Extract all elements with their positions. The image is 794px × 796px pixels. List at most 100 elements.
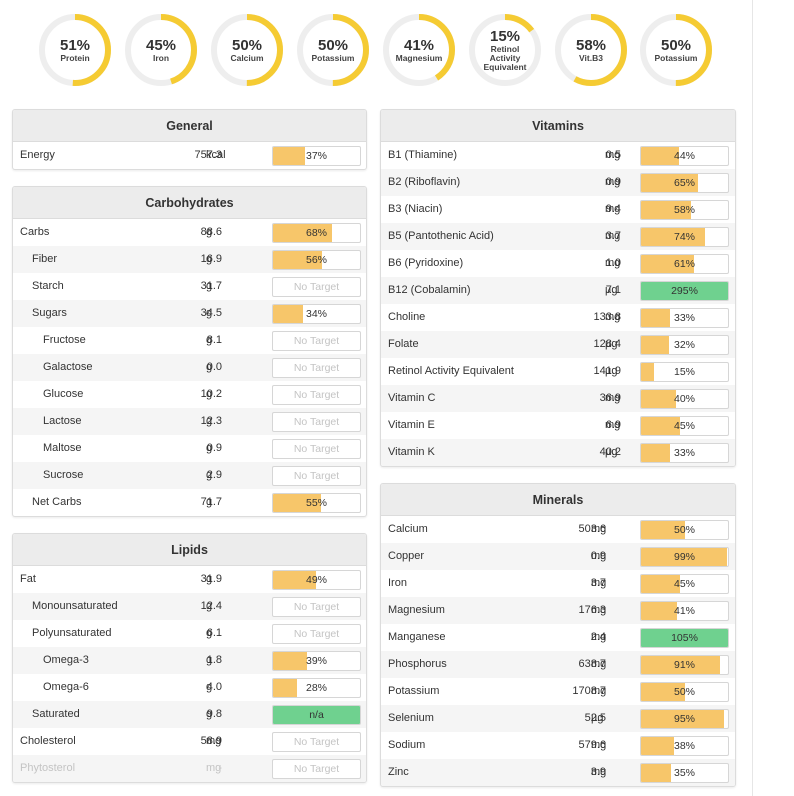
nutrient-unit: g	[206, 361, 213, 373]
nutrient-name: Vitamin K	[388, 446, 435, 458]
nutrient-name: Potassium	[388, 685, 440, 697]
table-row: Saturated 9.8 g n/a	[13, 701, 366, 728]
target-progress-bar: No Target	[272, 385, 361, 405]
nutrient-unit: mg	[591, 766, 607, 778]
ring-text: 51% Protein	[37, 12, 113, 88]
target-ring[interactable]: 50% Potassium	[638, 12, 714, 88]
progress-text: 50%	[673, 524, 695, 536]
nutrient-unit: mg	[605, 392, 621, 404]
progress-text: No Target	[293, 335, 340, 347]
target-progress-bar: No Target	[272, 624, 361, 644]
progress-fill	[641, 602, 677, 620]
nutrient-name: Energy	[20, 149, 55, 161]
target-ring[interactable]: 51% Protein	[37, 12, 113, 88]
table-row: Maltose 0.9 g No Target	[13, 435, 366, 462]
target-ring[interactable]: 50% Potassium	[295, 12, 371, 88]
ring-text: 15% Retinol Activity Equivalent	[467, 12, 543, 88]
table-row: Carbs 88.6 g 68%	[13, 219, 366, 246]
target-progress-bar: No Target	[272, 277, 361, 297]
nutrient-name: Retinol Activity Equivalent	[388, 365, 514, 377]
table-row: B6 (Pyridoxine) 1.0 mg 61%	[381, 250, 735, 277]
nutrient-amount: 3.7	[605, 230, 621, 242]
progress-text: No Target	[293, 443, 340, 455]
ring-progress-arc	[211, 14, 283, 86]
nutrient-unit: mg	[605, 176, 621, 188]
target-rings: 51% Protein 45% Iron 50% Calcium 50% Potassium 4…	[0, 0, 760, 100]
nutrient-amount: 0.0	[206, 361, 222, 373]
ring-percent: 50%	[660, 37, 692, 54]
target-progress-bar: No Target	[272, 732, 361, 752]
ring-percent: 41%	[403, 37, 435, 54]
nutrient-amount: 638.7	[578, 658, 606, 670]
nutrient-amount: 0.5	[605, 149, 621, 161]
nutrient-name: Glucose	[43, 388, 84, 400]
table-row: Net Carbs 71.7 g 55%	[13, 489, 366, 516]
ring-text: 45% Iron	[123, 12, 199, 88]
nutrient-unit: mg	[206, 735, 222, 747]
divider	[752, 0, 753, 796]
nutrient-amount: 6.9	[605, 419, 621, 431]
nutrient-amount: 71.7	[200, 496, 222, 508]
target-progress-bar: No Target	[272, 412, 361, 432]
progress-fill	[273, 147, 306, 165]
progress-fill	[641, 737, 675, 755]
ring-percent: 50%	[231, 37, 263, 54]
nutrient-name: Selenium	[388, 712, 434, 724]
nutrient-amount: -	[218, 762, 222, 774]
nutrient-amount: 503.6	[578, 523, 606, 535]
nutrient-unit: g	[206, 496, 213, 508]
target-progress-bar: 58%	[640, 200, 729, 220]
progress-text: 41%	[673, 605, 695, 617]
progress-fill	[641, 201, 692, 219]
target-ring[interactable]: 41% Magnesium	[381, 12, 457, 88]
nutrient-amount: 579.6	[578, 739, 606, 751]
table-row: Sucrose 2.9 g No Target	[13, 462, 366, 489]
nutrient-amount: 2.4	[590, 631, 606, 643]
nutrient-name: Iron	[388, 577, 407, 589]
table-row: Cholesterol 58.9 mg No Target	[13, 728, 366, 755]
progress-text: n/a	[309, 709, 324, 721]
target-ring[interactable]: 45% Iron	[123, 12, 199, 88]
progress-fill	[641, 309, 670, 327]
nutrient-amount: 12.3	[200, 415, 222, 427]
ring-percent: 50%	[317, 37, 349, 54]
nutrient-unit: g	[206, 415, 213, 427]
target-progress-bar: 50%	[640, 520, 729, 540]
table-row: Fat 31.9 g 49%	[13, 566, 366, 593]
target-ring[interactable]: 15% Retinol Activity Equivalent	[467, 12, 543, 88]
nutrient-name: Maltose	[43, 442, 82, 454]
nutrient-name: Lactose	[43, 415, 82, 427]
ring-label: Potassium	[311, 53, 355, 63]
progress-text: 50%	[673, 686, 695, 698]
table-row: Polyunsaturated 6.1 g No Target	[13, 620, 366, 647]
progress-text: 99%	[673, 551, 695, 563]
nutrient-name: Sucrose	[43, 469, 84, 481]
nutrient-unit: mg	[591, 658, 607, 670]
progress-fill	[641, 764, 672, 782]
progress-fill	[641, 629, 728, 647]
vitamins-panel: Vitamins B1 (Thiamine) 0.5 mg 44% B2 (Ribofl…	[380, 109, 736, 467]
progress-text: 56%	[305, 254, 327, 266]
target-ring[interactable]: 58% Vit.B3	[553, 12, 629, 88]
target-ring[interactable]: 50% Calcium	[209, 12, 285, 88]
nutrient-name: Cholesterol	[20, 735, 76, 747]
nutrient-unit: µg	[591, 712, 604, 724]
nutrient-name: Manganese	[388, 631, 446, 643]
nutrient-name: B5 (Pantothenic Acid)	[388, 230, 494, 242]
nutrient-unit: g	[206, 469, 213, 481]
progress-fill	[641, 255, 695, 273]
nutrient-amount: 1.0	[605, 257, 621, 269]
progress-text: 95%	[673, 713, 695, 725]
ring-progress-arc	[640, 14, 712, 86]
table-row: Energy 757.3 kcal 37%	[13, 142, 366, 169]
progress-text: 35%	[673, 767, 695, 779]
table-row: Galactose 0.0 g No Target	[13, 354, 366, 381]
target-progress-bar: 34%	[272, 304, 361, 324]
target-progress-bar: 74%	[640, 227, 729, 247]
target-progress-bar: 33%	[640, 308, 729, 328]
nutrient-unit: mg	[591, 577, 607, 589]
table-row: Fructose 8.1 g No Target	[13, 327, 366, 354]
nutrient-unit: mg	[605, 257, 621, 269]
progress-fill	[641, 390, 676, 408]
panel-title: General	[13, 110, 366, 142]
